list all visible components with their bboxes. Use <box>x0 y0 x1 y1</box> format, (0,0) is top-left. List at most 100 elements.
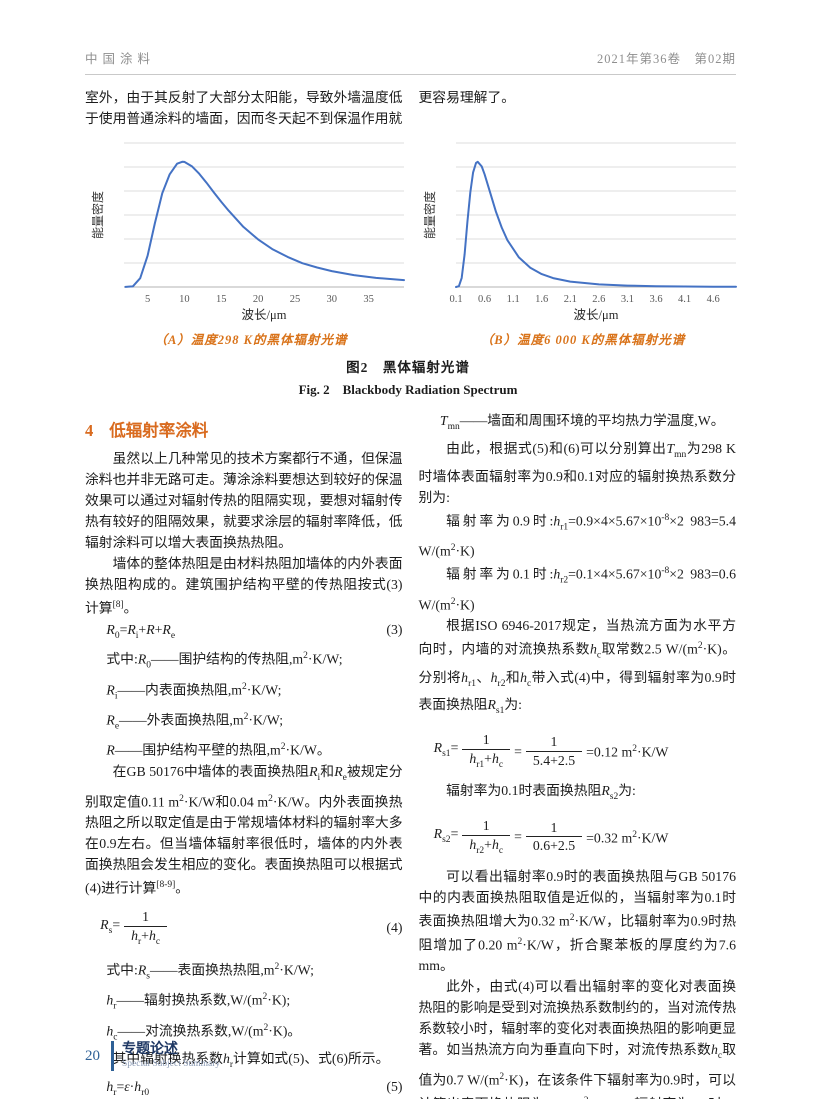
paragraph: 其中辐射换热系数hr计算如式(5)、式(6)所示。 <box>112 1050 390 1070</box>
svg-text:1.6: 1.6 <box>535 294 548 305</box>
svg-text:10: 10 <box>179 294 190 305</box>
denominator: hr1+hc <box>462 749 511 771</box>
svg-text:30: 30 <box>327 294 338 305</box>
paragraph: 墙体的整体热阻是由材料热阻加墙体的内外表面换热阻构成的。建筑围护结构平壁的传热阻… <box>85 556 403 616</box>
equation-5-number: (5) <box>386 1078 403 1094</box>
denominator: 5.4+2.5 <box>525 750 583 770</box>
numerator: 1 <box>550 733 558 749</box>
definition-line: Re——外表面换热阻,m2·K/W; <box>106 712 284 732</box>
paragraph: 辐射率为0.9时:hr1=0.9×4×5.67×10-8×2 983=5.4 W… <box>418 512 737 559</box>
svg-text:4.6: 4.6 <box>707 294 720 305</box>
section-heading: 4 低辐射率涂料 <box>85 420 403 441</box>
equation-rs2-result: =0.32 m2·K/W <box>586 830 669 846</box>
chart-a-svg: 5 10 15 20 25 30 35 波长/μm 能量密度 <box>90 142 405 322</box>
chart-b-block: 0.1 0.6 1.1 1.6 2.1 2.6 3.1 3.6 4.1 4.6 波长/μm 能量密度 … <box>422 135 744 348</box>
definition-line: Ri——内表面换热阻,m2·K/W; <box>106 681 282 702</box>
figure-2: 5 10 15 20 25 30 35 波长/μm 能量密度 （A）温度298 K的黑体辐射光谱… <box>90 135 744 348</box>
equation-rs2-lhs: Rs2= <box>433 826 459 845</box>
left-column: 4 低辐射率涂料 虽然以上几种常见的技术方案都行不通，但保温涂料也并非无路可走。薄… <box>85 410 403 1099</box>
svg-text:0.1: 0.1 <box>449 294 462 305</box>
svg-text:能量密度: 能量密度 <box>90 191 105 239</box>
svg-text:波长/μm: 波长/μm <box>574 308 619 322</box>
right-column: Tmn——墙面和周围环境的平均热力学温度,W。 由此，根据式(5)和(6)可以分… <box>419 410 737 1099</box>
figure-caption-zh: 图2 黑体辐射光谱 <box>346 360 470 375</box>
numerator: 1 <box>550 819 558 835</box>
equation-4: Rs= 1 hr+hc (4) <box>85 908 403 948</box>
page-header: 中国涂料 2021年第36卷 第02期 <box>85 48 736 75</box>
numerator: 1 <box>482 817 490 833</box>
figure-caption-en: Fig. 2 Blackbody Radiation Spectrum <box>298 382 518 397</box>
section-title: 低辐射率涂料 <box>109 421 209 440</box>
equation-rs1-lhs: Rs1= <box>433 740 459 760</box>
svg-text:3.6: 3.6 <box>649 294 662 305</box>
chart-a-caption: （A）温度298 K的黑体辐射光谱 <box>154 333 348 347</box>
equation-4-fraction: 1 hr+hc <box>124 908 168 948</box>
svg-text:波长/μm: 波长/μm <box>242 308 287 322</box>
svg-text:能量密度: 能量密度 <box>422 191 437 239</box>
definition-line: Tmn——墙面和周围环境的平均热力学温度,W。 <box>439 413 725 432</box>
svg-text:35: 35 <box>363 294 374 305</box>
issue-info: 2021年第36卷 第02期 <box>596 52 736 66</box>
journal-title: 中国涂料 <box>85 52 156 66</box>
paragraph: 辐射率为0.1时:hr2=0.1×4×5.67×10-8×2 983=0.6 W… <box>418 566 737 613</box>
svg-text:15: 15 <box>216 294 227 305</box>
svg-text:4.1: 4.1 <box>678 294 691 305</box>
definition-line: hc——对流换热系数,W/(m2·K)。 <box>106 1022 302 1042</box>
denominator: 0.6+2.5 <box>525 836 583 855</box>
fraction: 1 hr2+hc <box>462 817 511 857</box>
paragraph: 此外，由式(4)可以看出辐射率的变化对表面换热阻的影响是受到对流换热系数制约的，… <box>418 979 737 1099</box>
page-number: 20 <box>85 1047 100 1064</box>
intro-row: 室外，由于其反射了大部分太阳能，导致外墙温度低于使用普通涂料的墙面，因而冬天起不… <box>85 87 736 129</box>
chart-a-block: 5 10 15 20 25 30 35 波长/μm 能量密度 （A）温度298 K的黑体辐射光谱 <box>90 135 412 348</box>
definition-line: hr——辐射换热系数,W/(m2·K); <box>106 992 291 1012</box>
equation-3-body: R0=Ri+R+Re <box>106 621 176 641</box>
chart-b-svg: 0.1 0.6 1.1 1.6 2.1 2.6 3.1 3.6 4.1 4.6 波长/μm 能量密度 <box>422 142 737 322</box>
page-footer: 20 专题论述 Special Subject Summary <box>85 1041 220 1071</box>
paragraph: 虽然以上几种常见的技术方案都行不通，但保温涂料也并非无路可走。薄涂涂料要想达到较… <box>85 451 403 550</box>
section-number: 4 <box>85 421 94 440</box>
numerator: 1 <box>142 908 150 924</box>
numerator: 1 <box>482 732 490 748</box>
paragraph: 在GB 50176中墙体的表面换热阻Ri和Re被规定分别取定值0.11 m2·K… <box>85 763 403 896</box>
svg-text:5: 5 <box>145 294 150 305</box>
intro-right-column: 更容易理解了。 <box>418 90 516 105</box>
column-name-en: Special Subject Summary <box>122 1058 221 1069</box>
definition-line: 式中:R0——围护结构的传热阻,m2·K/W; <box>106 651 343 671</box>
equation-3: R0=Ri+R+Re (3) <box>85 619 403 647</box>
paragraph: 辐射率为0.1时表面换热阻Rs2为: <box>446 783 636 802</box>
denominator: hr2+hc <box>462 834 511 857</box>
equation-3-number: (3) <box>386 621 403 637</box>
body-columns: 4 低辐射率涂料 虽然以上几种常见的技术方案都行不通，但保温涂料也并非无路可走。薄… <box>85 410 736 1099</box>
column-identifier: 专题论述 Special Subject Summary <box>122 1042 220 1071</box>
column-name-zh: 专题论述 <box>122 1041 178 1057</box>
svg-text:1.1: 1.1 <box>507 294 520 305</box>
intro-left-column: 室外，由于其反射了大部分太阳能，导致外墙温度低于使用普通涂料的墙面，因而冬天起不… <box>85 90 403 126</box>
fraction: 1 0.6+2.5 <box>525 819 583 856</box>
footer-divider <box>111 1041 114 1071</box>
paragraph: 根据ISO 6946-2017规定，当热流方面为水平方向时，内墙的对流换热系数h… <box>418 618 737 717</box>
equation-4-lhs: Rs= <box>100 917 121 936</box>
svg-text:2.6: 2.6 <box>592 294 605 305</box>
denominator: hr+hc <box>124 925 168 948</box>
paragraph: 可以看出辐射率0.9时的表面换热阻与GB 50176中的内表面换热阻取值是近似的… <box>418 869 737 974</box>
paragraph: 由此，根据式(5)和(6)可以分别算出Tmn为298 K时墙体表面辐射率为0.9… <box>418 440 737 505</box>
figure-caption: 图2 黑体辐射光谱 Fig. 2 Blackbody Radiation Spe… <box>0 356 816 398</box>
definition-line: 式中:Rs——表面换热热阻,m2·K/W; <box>106 961 315 982</box>
fraction: 1 hr1+hc <box>462 731 511 771</box>
equation-rs1: Rs1= 1 hr1+hc = 1 5.4+2.5 =0.12 m2·K/W <box>419 731 737 771</box>
equation-5: hr=ε·hr0 (5) <box>85 1076 403 1099</box>
svg-text:3.1: 3.1 <box>621 294 634 305</box>
svg-text:0.6: 0.6 <box>478 294 491 305</box>
svg-text:2.1: 2.1 <box>564 294 577 305</box>
equation-5-body: hr=ε·hr0 <box>106 1078 150 1098</box>
equals-sign: = <box>514 743 522 759</box>
chart-b-caption: （B）温度6 000 K的黑体辐射光谱 <box>480 333 686 347</box>
equals-sign: = <box>514 829 522 845</box>
equation-rs2: Rs2= 1 hr2+hc = 1 0.6+2.5 =0.32 m2·K/W <box>419 817 737 857</box>
equation-rs1-result: =0.12 m2·K/W <box>586 744 669 761</box>
fraction: 1 5.4+2.5 <box>525 733 583 770</box>
svg-text:25: 25 <box>290 294 301 305</box>
svg-text:20: 20 <box>253 294 264 305</box>
equation-4-number: (4) <box>386 920 403 936</box>
